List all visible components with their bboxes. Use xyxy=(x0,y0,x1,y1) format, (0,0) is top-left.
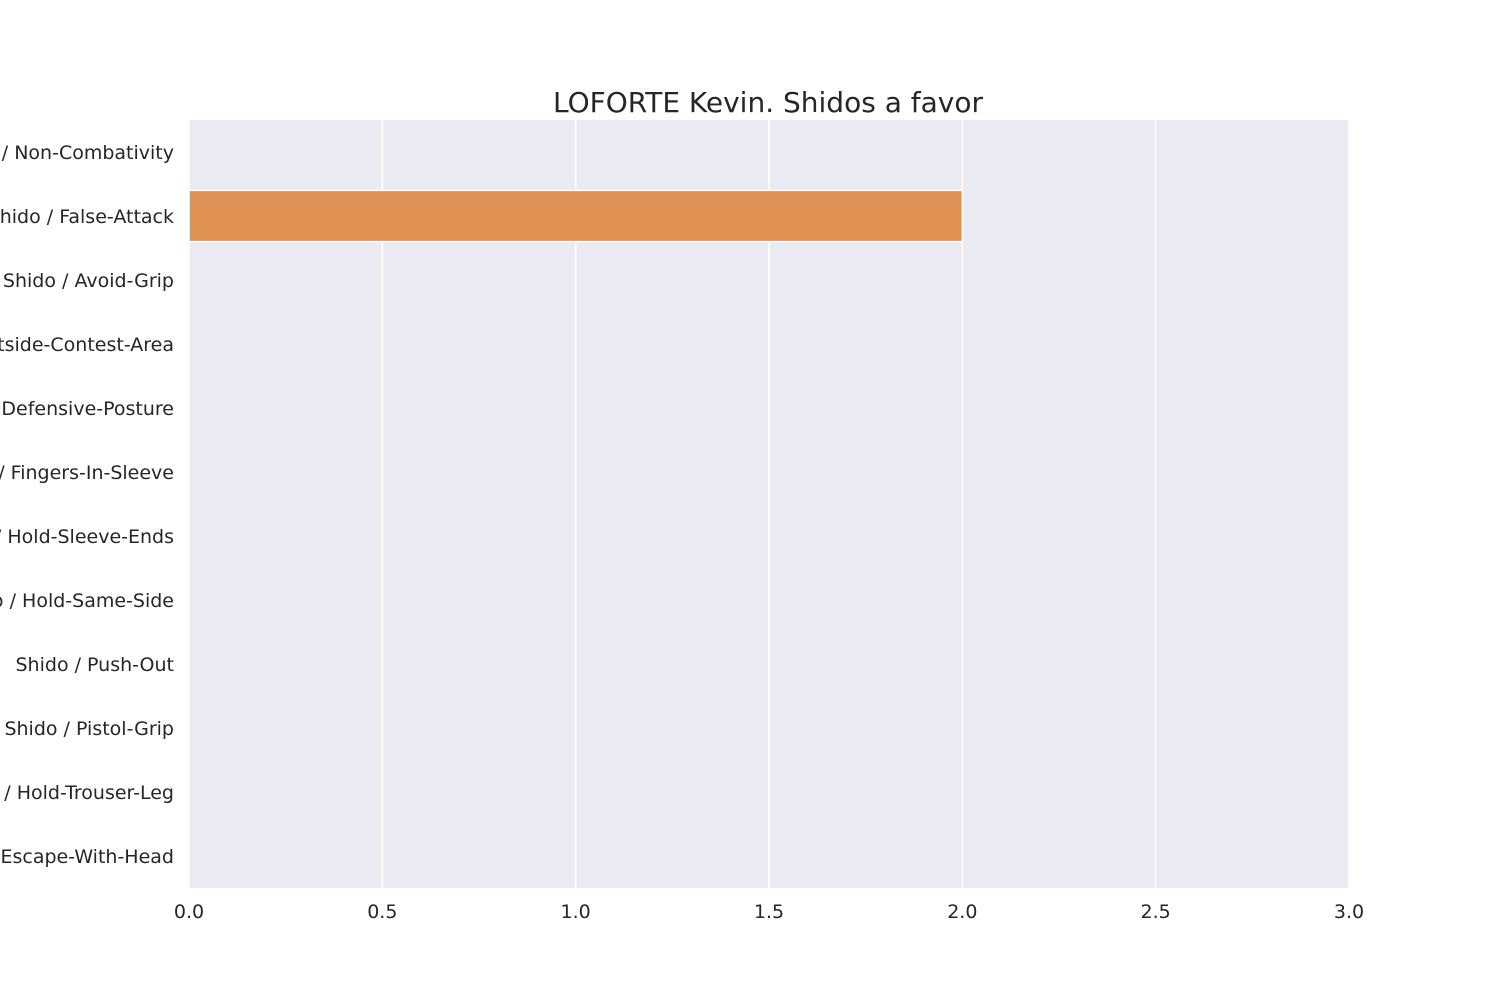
y-tick-label: Shido / Escape-With-Head xyxy=(0,846,174,868)
y-tick-label: Shido / Defensive-Posture xyxy=(0,398,174,420)
bar xyxy=(188,189,964,243)
y-tick-label: Shido / Outside-Contest-Area xyxy=(0,334,174,356)
grid-lines xyxy=(188,120,1350,888)
y-axis-tick-labels: Shido / Non-Combativity Shido / False-Att… xyxy=(0,142,174,868)
y-tick-label: Shido / Hold-Sleeve-Ends xyxy=(0,526,174,548)
y-tick-label: Shido / Hold-Same-Side xyxy=(0,590,174,612)
x-tick-label: 1.0 xyxy=(561,901,591,923)
x-tick-label: 2.0 xyxy=(947,901,977,923)
y-tick-label: Shido / Hold-Trouser-Leg xyxy=(0,782,174,804)
y-tick-label: Shido / Pistol-Grip xyxy=(4,718,174,740)
bars xyxy=(188,189,964,243)
y-tick-label: Shido / Avoid-Grip xyxy=(3,270,174,292)
y-tick-label: Shido / Fingers-In-Sleeve xyxy=(0,462,174,484)
x-tick-label: 1.5 xyxy=(754,901,784,923)
x-tick-label: 2.5 xyxy=(1141,901,1171,923)
x-tick-label: 3.0 xyxy=(1334,901,1364,923)
y-tick-label: Shido / False-Attack xyxy=(0,206,174,228)
y-tick-label: Shido / Push-Out xyxy=(16,654,175,676)
x-tick-label: 0.5 xyxy=(367,901,397,923)
x-axis-tick-labels: 0.0 0.5 1.0 1.5 2.0 2.5 3.0 xyxy=(174,901,1364,923)
chart-title: LOFORTE Kevin. Shidos a favor xyxy=(553,86,983,119)
x-tick-label: 0.0 xyxy=(174,901,204,923)
y-tick-label: Shido / Non-Combativity xyxy=(0,142,174,164)
